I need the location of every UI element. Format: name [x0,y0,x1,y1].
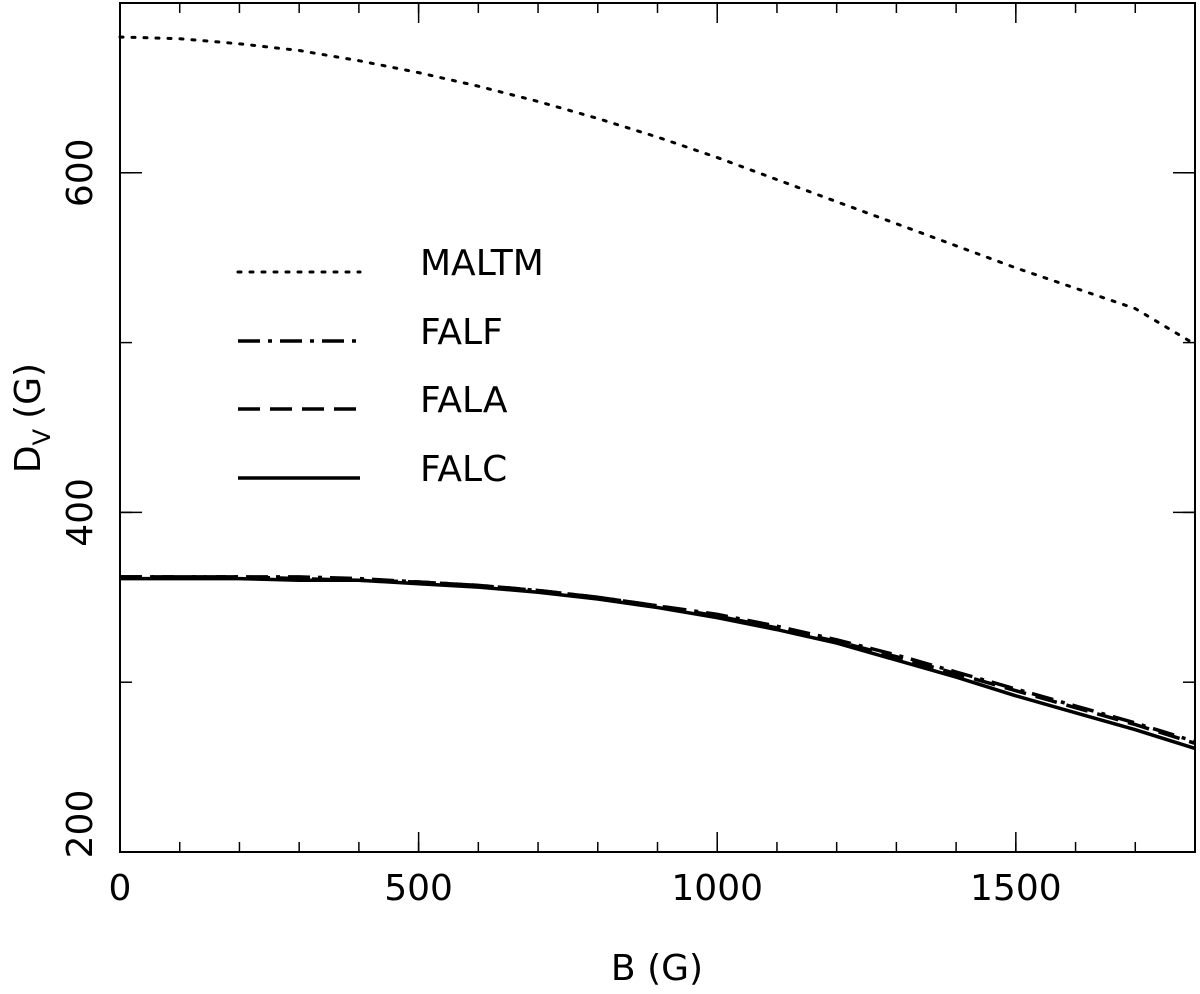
y-axis-label-main: D [8,445,49,473]
y-tick-label: 200 [60,790,101,859]
x-axis-ticks: 0 500 1000 1500 [109,3,1062,909]
series-line-fala [120,575,1196,745]
minor-ticks [119,2,1196,853]
legend-label-falc: FALC [420,449,507,490]
series-layer [118,35,1197,751]
x-tick-label: 1000 [671,868,763,909]
plot-frame [119,2,1196,853]
series-line-maltm [118,35,1197,346]
y-axis-label-subscript: V [28,428,56,445]
legend-label-fala: FALA [420,380,508,421]
y-tick-label: 400 [60,478,101,547]
x-tick-label: 0 [109,868,132,909]
y-tick-label: 600 [60,138,101,207]
y-axis-ticks: 200 400 600 [60,138,1195,858]
series-line-falc [120,576,1196,751]
legend-label-maltm: MALTM [420,243,544,284]
x-axis-label: B (G) [611,948,703,989]
x-tick-label: 500 [384,868,453,909]
x-tick-label: 1500 [970,868,1062,909]
series-line-falf [120,575,1196,744]
y-axis-label: DV (G) [8,363,56,473]
legend-label-falf: FALF [420,312,503,353]
legend: MALTM FALF FALA FALC [236,243,544,490]
y-axis-label-unit: (G) [8,363,49,419]
